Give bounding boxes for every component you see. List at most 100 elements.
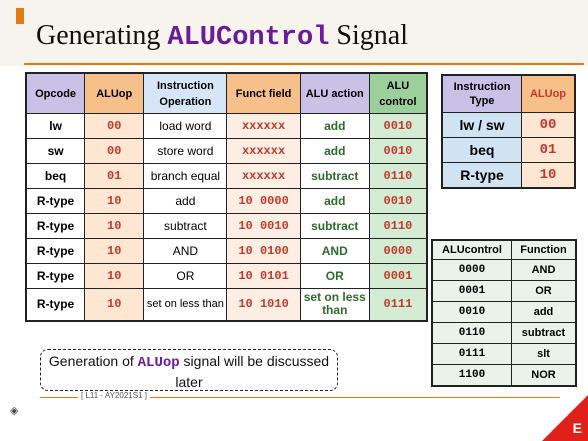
- cell-opcode: R-type: [25, 213, 86, 239]
- footer-text: [ L11 - AY2021S1 ]: [78, 391, 150, 400]
- cell-type: lw / sw: [441, 112, 522, 138]
- alu-control-table: Opcode ALUop Instruction Operation Funct…: [25, 72, 428, 322]
- title-area: Generating ALUControl Signal: [0, 0, 588, 66]
- cell-opcode: R-type: [25, 288, 86, 321]
- cell-action: OR: [299, 263, 370, 289]
- table-header-row: Instruction Type ALUop: [441, 74, 576, 113]
- cell-control: 0110: [368, 163, 428, 189]
- header-opcode: Opcode: [25, 72, 86, 114]
- cell-operation: branch equal: [143, 163, 228, 189]
- cell-action: subtract: [299, 163, 370, 189]
- cell-type: R-type: [441, 162, 522, 189]
- cell-code: 0110: [431, 322, 512, 344]
- table-row: 0010 add: [431, 301, 577, 323]
- table-row: sw 00 store word xxxxxx add 0010: [25, 138, 428, 164]
- cell-aluop: 00: [84, 138, 145, 164]
- table-row: R-type 10: [441, 162, 576, 189]
- header-control: ALU control: [368, 72, 428, 114]
- cell-code: 1100: [431, 364, 512, 387]
- header-action: ALU action: [299, 72, 370, 114]
- diamond-nav-icon[interactable]: ◈: [10, 405, 19, 417]
- table-row: lw 00 load word xxxxxx add 0010: [25, 113, 428, 139]
- cell-action: AND: [299, 238, 370, 264]
- table-row: beq 01 branch equal xxxxxx subtract 0110: [25, 163, 428, 189]
- cell-control: 0000: [368, 238, 428, 264]
- table-row: 1100 NOR: [431, 364, 577, 387]
- title-suffix: Signal: [329, 20, 408, 51]
- cell-funct: xxxxxx: [226, 138, 301, 164]
- note-suffix: signal will be discussed later: [175, 353, 330, 390]
- cell-opcode: R-type: [25, 263, 86, 289]
- cell-aluop: 10: [84, 263, 145, 289]
- cell-function: subtract: [511, 322, 577, 344]
- title-prefix: Generating: [36, 20, 168, 51]
- cell-funct: 10 0100: [226, 238, 301, 264]
- table-row: 0001 OR: [431, 280, 577, 302]
- cell-function: AND: [511, 259, 577, 281]
- cell-control: 0010: [368, 113, 428, 139]
- table-row: R-type 10 AND 10 0100 AND 0000: [25, 238, 428, 264]
- title-underline: [24, 63, 584, 65]
- cell-action: add: [299, 188, 370, 214]
- cell-operation: OR: [143, 263, 228, 289]
- cell-operation: add: [143, 188, 228, 214]
- header-alucontrol: ALUcontrol: [431, 239, 512, 260]
- cell-control: 0110: [368, 213, 428, 239]
- cell-funct: 10 0000: [226, 188, 301, 214]
- cell-action: set on less than: [299, 288, 370, 321]
- aluop-note: Generation of ALUop signal will be discu…: [40, 349, 338, 391]
- cell-aluop: 00: [521, 112, 576, 138]
- cell-opcode: lw: [25, 113, 86, 139]
- cell-code: 0001: [431, 280, 512, 302]
- cell-control: 0111: [368, 288, 428, 321]
- corner-badge: [542, 395, 588, 441]
- header-operation: Instruction Operation: [143, 72, 228, 114]
- cell-action: add: [299, 138, 370, 164]
- cell-opcode: R-type: [25, 238, 86, 264]
- header-funct: Funct field: [226, 72, 301, 114]
- table-row: 0110 subtract: [431, 322, 577, 344]
- cell-aluop: 10: [521, 162, 576, 189]
- cell-control: 0010: [368, 138, 428, 164]
- cell-funct: xxxxxx: [226, 163, 301, 189]
- cell-code: 0010: [431, 301, 512, 323]
- table-row: R-type 10 add 10 0000 add 0010: [25, 188, 428, 214]
- table-row: R-type 10 set on less than 10 1010 set o…: [25, 288, 428, 321]
- header-instruction-type: Instruction Type: [441, 74, 522, 113]
- table-header-row: Opcode ALUop Instruction Operation Funct…: [25, 72, 428, 114]
- title-accent: [16, 8, 24, 24]
- cell-function: NOR: [511, 364, 577, 387]
- cell-aluop: 10: [84, 238, 145, 264]
- note-code: ALUop: [137, 355, 180, 371]
- cell-aluop: 01: [84, 163, 145, 189]
- table-row: 0111 slt: [431, 343, 577, 365]
- instruction-type-table: Instruction Type ALUop lw / sw 00 beq 01…: [441, 74, 576, 189]
- note-prefix: Generation of: [48, 353, 138, 369]
- cell-operation: store word: [143, 138, 228, 164]
- cell-aluop: 10: [84, 188, 145, 214]
- cell-aluop: 00: [84, 113, 145, 139]
- table-row: 0000 AND: [431, 259, 577, 281]
- title-code: ALUControl: [167, 23, 330, 53]
- cell-type: beq: [441, 137, 522, 163]
- cell-funct: 10 1010: [226, 288, 301, 321]
- cell-code: 0000: [431, 259, 512, 281]
- header-aluop: ALUop: [84, 72, 145, 114]
- slide-title: Generating ALUControl Signal: [36, 20, 408, 53]
- cell-aluop: 01: [521, 137, 576, 163]
- cell-operation: AND: [143, 238, 228, 264]
- header-function: Function: [511, 239, 577, 260]
- table-row: lw / sw 00: [441, 112, 576, 138]
- cell-control: 0001: [368, 263, 428, 289]
- table-row: R-type 10 OR 10 0101 OR 0001: [25, 263, 428, 289]
- cell-action: subtract: [299, 213, 370, 239]
- cell-funct: 10 0101: [226, 263, 301, 289]
- cell-function: slt: [511, 343, 577, 365]
- alucontrol-function-table: ALUcontrol Function 0000 AND 0001 OR 0010 a…: [431, 239, 577, 387]
- cell-action: add: [299, 113, 370, 139]
- cell-function: add: [511, 301, 577, 323]
- cell-opcode: sw: [25, 138, 86, 164]
- cell-operation: set on less than: [143, 288, 228, 321]
- cell-function: OR: [511, 280, 577, 302]
- cell-funct: 10 0010: [226, 213, 301, 239]
